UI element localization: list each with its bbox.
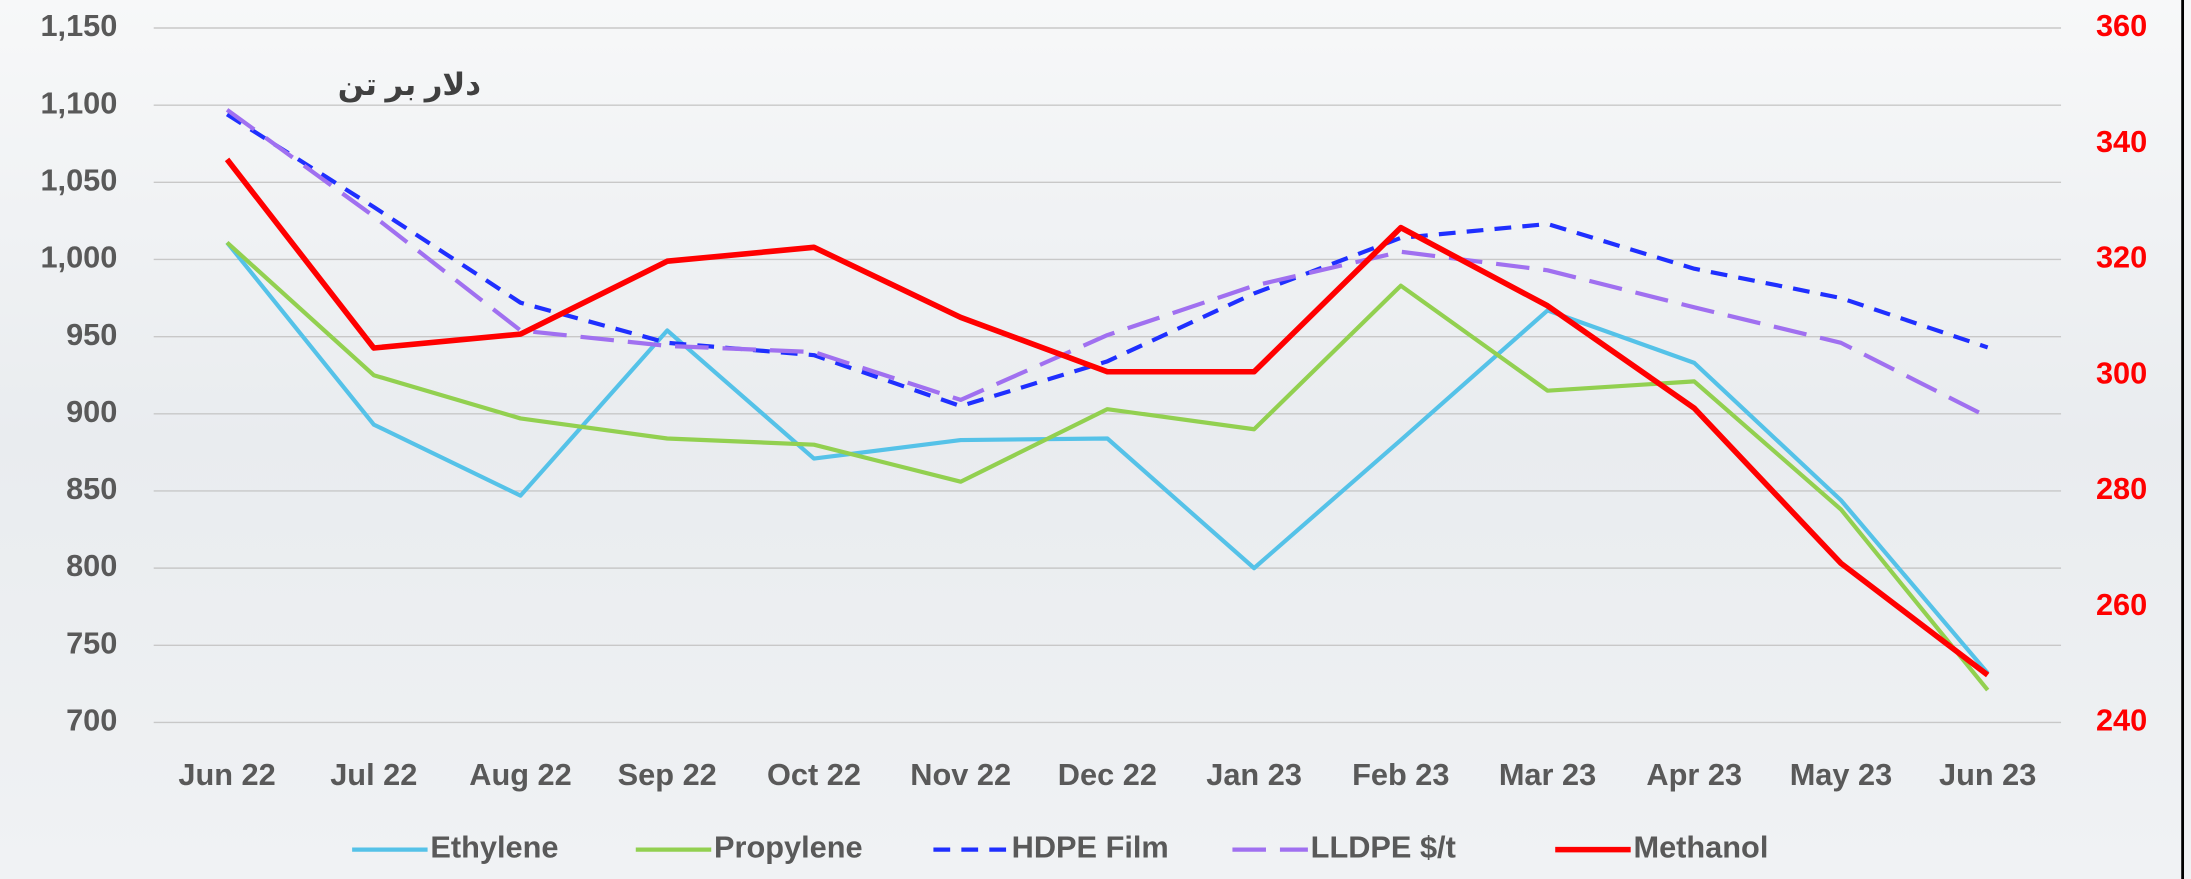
y-tick-label: 750 — [66, 625, 117, 660]
y-tick-label: 950 — [66, 317, 117, 352]
x-tick-label: Feb 23 — [1352, 757, 1449, 792]
x-tick-label: Apr 23 — [1646, 757, 1742, 792]
y-tick-label: 1,000 — [40, 240, 117, 275]
y-tick-label: 1,150 — [40, 8, 117, 43]
x-tick-label: Jun 23 — [1939, 757, 2036, 792]
legend-label: Methanol — [1633, 830, 1768, 865]
y-tick-label: 850 — [66, 471, 117, 506]
y-tick-label: 1,050 — [40, 162, 117, 197]
y2-tick-label: 260 — [2096, 587, 2147, 622]
x-tick-label: Mar 23 — [1499, 757, 1596, 792]
x-tick-label: Oct 22 — [767, 757, 861, 792]
x-tick-label: Jan 23 — [1206, 757, 1302, 792]
legend-label: Propylene — [714, 830, 863, 865]
y2-tick-label: 300 — [2096, 355, 2147, 390]
x-tick-label: Dec 22 — [1058, 757, 1157, 792]
series-line — [225, 112, 1989, 409]
y2-tick-label: 280 — [2096, 471, 2147, 506]
legend-label: HDPE Film — [1012, 830, 1169, 865]
y-tick-label: 900 — [66, 394, 117, 429]
x-tick-label: Aug 22 — [469, 757, 571, 792]
series-line — [225, 108, 1989, 419]
y-tick-label: 1,100 — [40, 85, 117, 120]
y2-tick-label: 340 — [2096, 124, 2147, 159]
y2-tick-label: 360 — [2096, 8, 2147, 43]
legend-label: Ethylene — [430, 830, 558, 865]
legend-label: LLDPE $/t — [1311, 830, 1456, 865]
y-tick-label: 800 — [66, 548, 117, 583]
x-tick-label: May 23 — [1790, 757, 1893, 792]
x-tick-label: Sep 22 — [618, 757, 717, 792]
series-line — [225, 241, 1990, 675]
x-tick-label: Nov 22 — [910, 757, 1011, 792]
annotation: دلار بر تن — [338, 67, 481, 103]
y2-tick-label: 240 — [2096, 703, 2147, 738]
series-line — [224, 157, 1990, 678]
y-tick-label: 700 — [66, 703, 117, 738]
x-tick-label: Jul 22 — [330, 757, 417, 792]
y2-tick-label: 320 — [2096, 240, 2147, 275]
x-tick-label: Jun 22 — [178, 757, 275, 792]
series-line — [225, 240, 1990, 692]
